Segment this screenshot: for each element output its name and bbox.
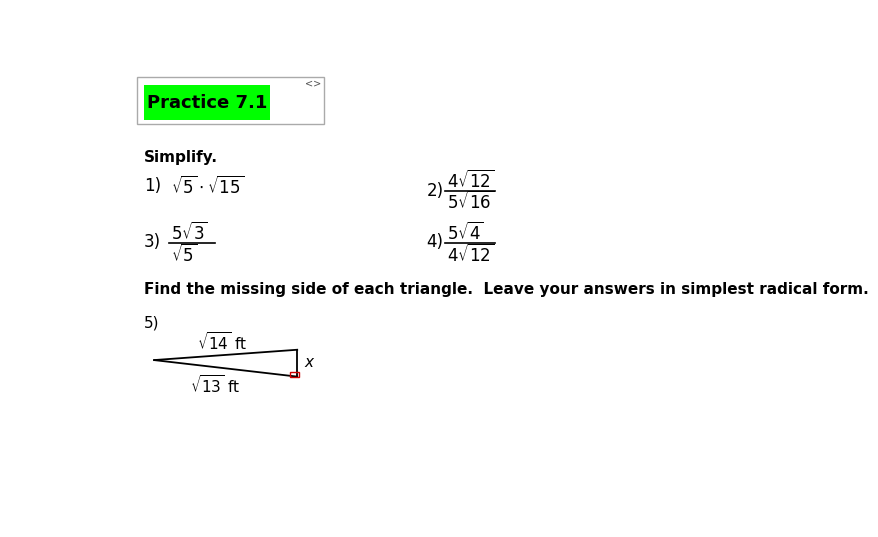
Text: 3): 3) <box>144 233 161 251</box>
Text: <>: <> <box>305 79 320 89</box>
Text: Find the missing side of each triangle.  Leave your answers in simplest radical : Find the missing side of each triangle. … <box>144 282 867 297</box>
Bar <box>137 77 324 125</box>
Text: $x$: $x$ <box>304 355 315 371</box>
Bar <box>144 85 270 120</box>
Text: 5): 5) <box>144 315 159 330</box>
Text: Practice 7.1: Practice 7.1 <box>147 93 267 112</box>
Text: $\sqrt{14}$ ft: $\sqrt{14}$ ft <box>197 330 248 352</box>
Text: $\sqrt{13}$ ft: $\sqrt{13}$ ft <box>190 374 241 396</box>
Text: $5\sqrt{3}$: $5\sqrt{3}$ <box>171 222 208 244</box>
Text: 2): 2) <box>426 182 443 200</box>
Text: $5\sqrt{4}$: $5\sqrt{4}$ <box>447 222 484 244</box>
Text: 1): 1) <box>144 177 161 195</box>
Text: $4\sqrt{12}$: $4\sqrt{12}$ <box>447 244 494 266</box>
Text: 4): 4) <box>426 233 443 251</box>
Bar <box>290 372 299 376</box>
Text: $4\sqrt{12}$: $4\sqrt{12}$ <box>447 170 494 192</box>
Text: $5\sqrt{16}$: $5\sqrt{16}$ <box>447 191 494 213</box>
Text: $\sqrt{5}$: $\sqrt{5}$ <box>171 244 198 266</box>
Text: Simplify.: Simplify. <box>144 150 218 165</box>
Text: $\sqrt{5} \cdot \sqrt{15}$: $\sqrt{5} \cdot \sqrt{15}$ <box>171 176 244 198</box>
